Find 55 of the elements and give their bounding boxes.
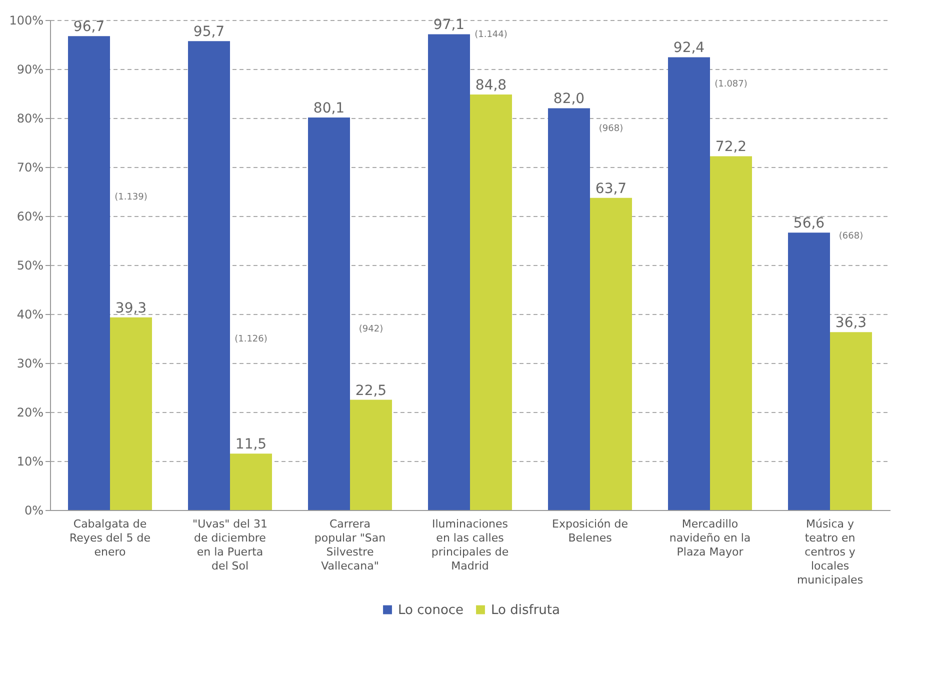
data-label: 95,7 [193,24,225,40]
bar [230,454,272,510]
y-tick-label: 50% [16,258,44,272]
y-tick-label: 100% [9,14,44,28]
x-tick-label: Mercadillo navideño en la Plaza Mayor [669,518,751,558]
bar [428,34,470,510]
y-tick-label: 10% [16,454,44,468]
x-tick-label: Exposición de Belenes [552,518,628,544]
x-tick-label: Carrera popular "San Silvestre Vallecana" [314,518,386,572]
annotation: (1.126) [234,334,268,344]
y-tick-label: 0% [24,504,44,518]
bar [188,41,230,510]
bar [668,57,710,510]
y-tick-label: 90% [16,62,44,76]
bar [110,317,152,510]
bar [710,156,752,510]
bar [308,118,350,510]
annotation: (968) [598,124,624,134]
data-label: 11,5 [235,436,267,453]
data-label: 97,1 [433,17,465,34]
x-tick-label: Iluminaciones en las calles principales de Madrid [431,518,509,572]
bar [548,108,590,510]
x-tick-label: Cabalgata de Reyes del 5 de enero [70,518,151,558]
annotation: (1.139) [114,192,148,202]
x-tick-label: Música y teatro en centros y locales municipales [796,518,864,586]
y-tick-label: 30% [16,356,44,370]
data-label: 56,6 [793,216,825,232]
data-label: 82,0 [553,91,585,108]
bar [470,94,512,510]
legend-label: Lo conoce [398,602,464,618]
y-tick-label: 80% [16,112,44,126]
bar [68,36,110,510]
y-tick-label: 70% [16,160,44,174]
legend-label: Lo disfruta [491,602,560,618]
data-label: 63,7 [595,180,627,197]
y-tick-label: 20% [16,406,44,420]
annotation: (942) [358,324,384,335]
data-label: 96,7 [73,19,105,36]
bar [350,400,392,510]
y-tick-label: 40% [16,308,44,322]
data-label: 39,3 [115,300,147,316]
data-label: 92,4 [673,40,705,56]
data-label: 36,3 [835,315,867,332]
data-label: 80,1 [313,100,345,117]
data-label: 72,2 [715,139,747,156]
data-label: 22,5 [355,382,387,399]
bar [590,198,632,510]
annotation: (668) [838,232,864,242]
annotation: (1.144) [474,30,508,40]
y-tick-label: 60% [16,210,44,224]
annotation: (1.087) [714,80,748,90]
bar [830,332,872,510]
x-tick-label: "Uvas" del 31 de diciembre en la Puerta del Sol [192,518,268,572]
data-label: 84,8 [475,77,507,94]
bar [788,232,830,510]
